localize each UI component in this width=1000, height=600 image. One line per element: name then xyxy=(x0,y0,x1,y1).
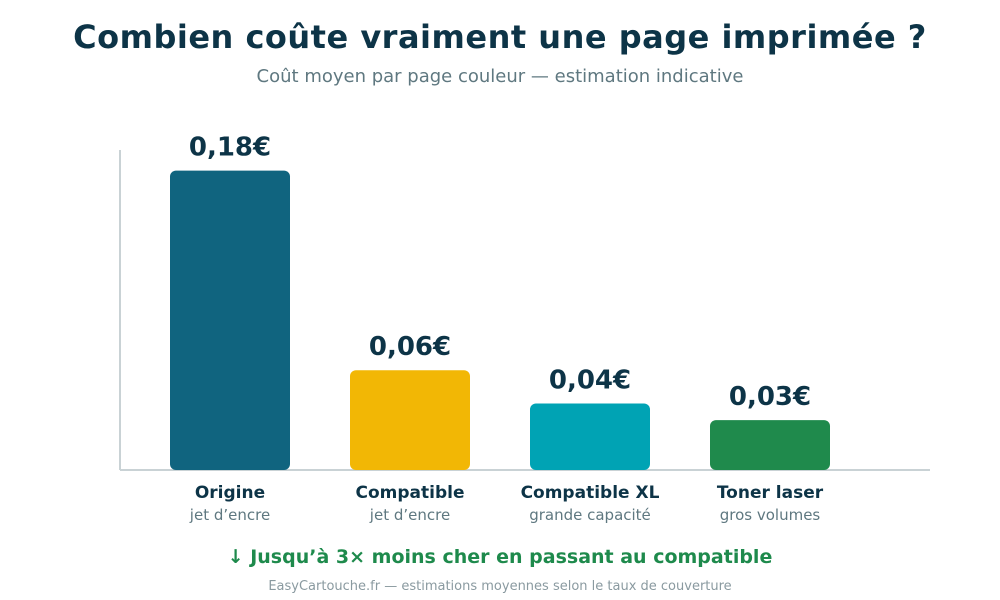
bar xyxy=(710,420,830,470)
category-label: Origine xyxy=(195,483,265,503)
chart-subtitle: Coût moyen par page couleur — estimation… xyxy=(256,66,744,87)
category-sublabel: grande capacité xyxy=(529,506,651,524)
category-sublabel: jet d’encre xyxy=(369,506,450,524)
category-label: Toner laser xyxy=(717,483,824,503)
category-sublabel: gros volumes xyxy=(720,506,821,524)
bar xyxy=(170,170,290,470)
category-label: Compatible XL xyxy=(521,483,660,503)
bar-value-label: 0,18€ xyxy=(189,133,271,163)
bar-value-label: 0,04€ xyxy=(549,365,631,395)
bar-value-label: 0,06€ xyxy=(369,332,451,362)
category-label: Compatible xyxy=(356,483,465,503)
chart-title: Combien coûte vraiment une page imprimée… xyxy=(73,18,927,56)
bar xyxy=(530,403,650,470)
savings-tagline: ↓ Jusqu’à 3× moins cher en passant au co… xyxy=(227,546,773,568)
bar-value-label: 0,03€ xyxy=(729,382,811,412)
category-sublabel: jet d’encre xyxy=(189,506,270,524)
source-footer: EasyCartouche.fr — estimations moyennes … xyxy=(268,579,732,594)
bar xyxy=(350,370,470,470)
